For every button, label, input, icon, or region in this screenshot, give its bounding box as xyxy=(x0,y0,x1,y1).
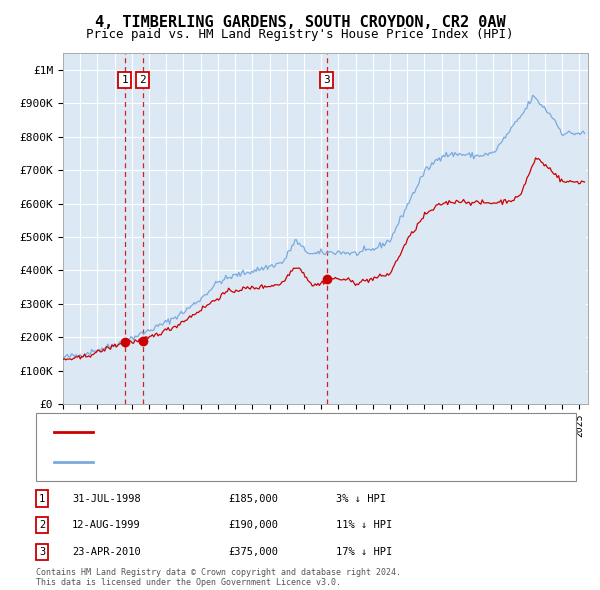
Text: 4, TIMBERLING GARDENS, SOUTH CROYDON, CR2 0AW: 4, TIMBERLING GARDENS, SOUTH CROYDON, CR… xyxy=(95,15,505,30)
Text: 2: 2 xyxy=(139,75,146,85)
Text: 23-APR-2010: 23-APR-2010 xyxy=(72,547,141,556)
Text: HPI: Average price, detached house, Croydon: HPI: Average price, detached house, Croy… xyxy=(102,457,355,467)
Text: 12-AUG-1999: 12-AUG-1999 xyxy=(72,520,141,530)
Text: 3: 3 xyxy=(323,75,330,85)
Text: Price paid vs. HM Land Registry's House Price Index (HPI): Price paid vs. HM Land Registry's House … xyxy=(86,28,514,41)
Text: Contains HM Land Registry data © Crown copyright and database right 2024.
This d: Contains HM Land Registry data © Crown c… xyxy=(36,568,401,587)
Text: 1: 1 xyxy=(121,75,128,85)
Text: 1: 1 xyxy=(39,494,45,503)
Text: £190,000: £190,000 xyxy=(228,520,278,530)
Text: £375,000: £375,000 xyxy=(228,547,278,556)
Text: 4, TIMBERLING GARDENS, SOUTH CROYDON, CR2 0AW (detached house): 4, TIMBERLING GARDENS, SOUTH CROYDON, CR… xyxy=(102,427,466,437)
Text: £185,000: £185,000 xyxy=(228,494,278,503)
Text: 3% ↓ HPI: 3% ↓ HPI xyxy=(336,494,386,503)
Text: 2: 2 xyxy=(39,520,45,530)
Text: 11% ↓ HPI: 11% ↓ HPI xyxy=(336,520,392,530)
Text: 3: 3 xyxy=(39,547,45,556)
Text: 17% ↓ HPI: 17% ↓ HPI xyxy=(336,547,392,556)
Text: 31-JUL-1998: 31-JUL-1998 xyxy=(72,494,141,503)
